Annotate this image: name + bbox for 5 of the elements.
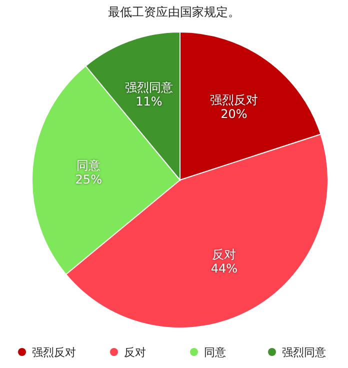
legend-label: 强烈同意 [282,346,326,359]
legend-label: 同意 [204,346,226,359]
title: 最低工资应由国家规定。 [108,5,240,19]
legend-label: 反对 [124,346,146,359]
legend-label: 强烈反对 [32,346,76,359]
